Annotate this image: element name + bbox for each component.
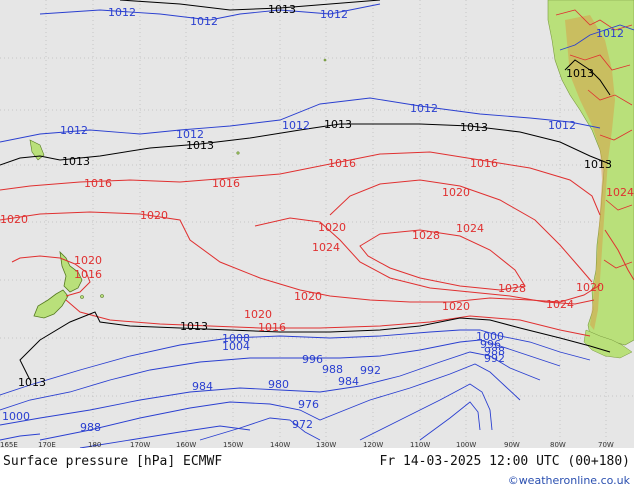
- longitude-tick-label: 130W: [316, 441, 336, 449]
- label-1012: 1012: [108, 6, 136, 19]
- longitude-tick-label: 160W: [176, 441, 196, 449]
- credit-link[interactable]: ©weatheronline.co.uk: [507, 474, 630, 487]
- isobar-1028: [359, 229, 526, 291]
- label-1024: 1024: [456, 222, 484, 235]
- label-1020: 1020: [74, 254, 102, 267]
- map-footer: [0, 448, 634, 490]
- label-1012: 1012: [548, 119, 576, 132]
- label-988: 988: [484, 345, 505, 358]
- label-1012: 1012: [282, 119, 310, 132]
- label-1013: 1013: [566, 67, 594, 80]
- label-984: 984: [338, 375, 359, 388]
- label-1012: 1012: [190, 15, 218, 28]
- label-992: 992: [484, 352, 505, 365]
- label-1016: 1016: [84, 177, 112, 190]
- label-996: 996: [480, 338, 501, 351]
- label-1013: 1013: [18, 376, 46, 389]
- ocean-background: [0, 0, 634, 450]
- label-1012: 1012: [320, 8, 348, 21]
- label-1012: 1012: [596, 27, 624, 40]
- label-988: 988: [322, 363, 343, 376]
- label-1013: 1013: [460, 121, 488, 134]
- longitude-tick-label: 100W: [456, 441, 476, 449]
- label-1016: 1016: [212, 177, 240, 190]
- label-1020: 1020: [0, 213, 28, 226]
- map-title: Surface pressure [hPa] ECMWF: [3, 454, 223, 469]
- label-1028: 1028: [412, 229, 440, 242]
- label-1013: 1013: [62, 155, 90, 168]
- label-984: 984: [192, 380, 213, 393]
- label-1024: 1024: [312, 241, 340, 254]
- label-1020: 1020: [576, 281, 604, 294]
- isobar-1024: [254, 217, 595, 305]
- label-1024: 1024: [546, 298, 574, 311]
- high-pressure-isobars: [0, 151, 634, 337]
- longitude-tick-label: 150W: [223, 441, 243, 449]
- label-976: 976: [298, 398, 319, 411]
- label-1020: 1020: [294, 290, 322, 303]
- label-1000: 1000: [2, 410, 30, 423]
- longitude-tick-label: 170E: [38, 441, 56, 449]
- pacific-islands: [29, 58, 327, 299]
- isobar-1020-inner: [329, 179, 593, 283]
- isobar-1016-south: [65, 299, 591, 337]
- longitude-tick-label: 110W: [410, 441, 430, 449]
- longitude-tick-label: 165E: [0, 441, 18, 449]
- longitude-tick-label: 180: [88, 441, 101, 449]
- label-1012: 1012: [410, 102, 438, 115]
- label-1016: 1016: [74, 268, 102, 281]
- isobar-1020-west: [11, 255, 91, 297]
- reference-isobars: [0, 0, 611, 381]
- label-1020: 1020: [318, 221, 346, 234]
- longitude-tick-label: 140W: [270, 441, 290, 449]
- isobar-1013-top: [119, 0, 381, 11]
- label-1020: 1020: [244, 308, 272, 321]
- label-1013: 1013: [180, 320, 208, 333]
- label-1020: 1020: [140, 209, 168, 222]
- valid-time: Fr 14-03-2025 12:00 UTC (00+180): [379, 454, 630, 469]
- label-980: 980: [268, 378, 289, 391]
- longitude-tick-label: 90W: [504, 441, 520, 449]
- andes-terrain: [565, 15, 615, 330]
- new-zealand-south-island: [33, 289, 69, 319]
- label-996: 996: [302, 353, 323, 366]
- label-1020: 1020: [442, 186, 470, 199]
- new-zealand-north-island: [59, 250, 83, 293]
- label-1000: 1000: [476, 330, 504, 343]
- longitude-axis: 165E 170E 180 170W 160W 150W 140W 130W 1…: [0, 441, 614, 449]
- label-1012: 1012: [176, 128, 204, 141]
- national-borders: [555, 9, 633, 269]
- longitude-tick-label: 80W: [550, 441, 566, 449]
- label-1012: 1012: [60, 124, 88, 137]
- label-1013: 1013: [186, 139, 214, 152]
- label-1016: 1016: [470, 157, 498, 170]
- label-1028: 1028: [498, 282, 526, 295]
- label-1013: 1013: [584, 158, 612, 171]
- label-1024: 1024: [606, 186, 634, 199]
- longitude-tick-label: 70W: [598, 441, 614, 449]
- label-1013: 1013: [324, 118, 352, 131]
- label-972: 972: [292, 418, 313, 431]
- south-america-coast-detail: [583, 329, 633, 359]
- label-992: 992: [360, 364, 381, 377]
- isobar-1016-north: [0, 151, 601, 216]
- longitude-tick-label: 120W: [363, 441, 383, 449]
- isobar-1016-sa: [604, 229, 634, 281]
- isobar-1013-south: [19, 311, 611, 381]
- label-1020: 1020: [442, 300, 470, 313]
- label-1004: 1004: [222, 340, 250, 353]
- label-1016: 1016: [328, 157, 356, 170]
- label-1016: 1016: [258, 321, 286, 334]
- label-1008: 1008: [222, 332, 250, 345]
- isobar-1013-mid: [0, 123, 611, 166]
- low-pressure-isobars: [0, 3, 634, 449]
- isobar-1013-sa-north: [564, 59, 611, 96]
- isobar-labels: 1012 1012 1012 1012 1012 1012 1012 1012 …: [0, 3, 634, 434]
- label-988: 988: [80, 421, 101, 434]
- label-1013: 1013: [268, 3, 296, 16]
- longitude-tick-label: 170W: [130, 441, 150, 449]
